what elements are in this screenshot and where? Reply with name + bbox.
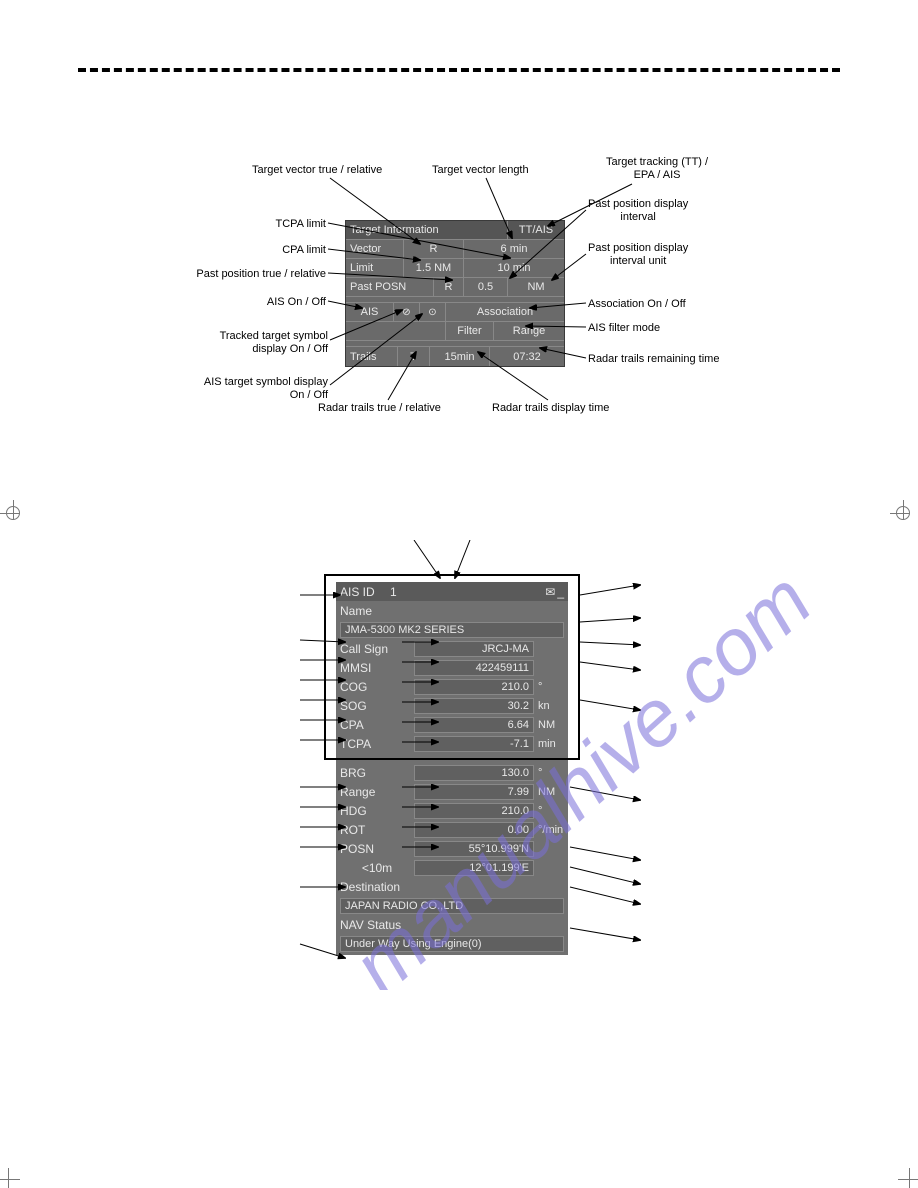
ais-target-symbol-icon[interactable]: ⊙ [420, 303, 446, 321]
cog-label: COG [340, 680, 414, 694]
cog-unit: ° [536, 681, 564, 693]
name-label: Name [340, 604, 414, 618]
callout-tcpa-limit: TCPA limit [236, 218, 326, 231]
callout-assoc-onoff: Association On / Off [588, 298, 686, 311]
crop-mark [890, 1160, 918, 1188]
callout-past-tr: Past position true / relative [156, 268, 326, 281]
crop-mark [0, 500, 28, 528]
past-posn-label: Past POSN [346, 278, 434, 296]
cog-value: 210.0 [414, 679, 534, 695]
ais-filter-label: Filter [446, 322, 494, 340]
callout-ais-sym: AIS target symbol display On / Off [148, 376, 328, 401]
range-label: Range [340, 785, 414, 799]
callout-trails-time: Radar trails display time [492, 402, 609, 415]
callout-tt-ais: Target tracking (TT) / EPA / AIS [606, 156, 708, 181]
destination-label: Destination [340, 880, 564, 894]
range-value: 7.99 [414, 784, 534, 800]
association-toggle[interactable]: Association [446, 303, 564, 321]
tcpa-limit[interactable]: 10 min [464, 259, 564, 277]
rot-label: ROT [340, 823, 414, 837]
posn-lon: 12°01.199'E [414, 860, 534, 876]
ais-id-value: 1 [375, 585, 405, 599]
trails-display-time[interactable]: 15min [430, 347, 490, 366]
crop-mark [0, 1160, 28, 1188]
callout-vector-len: Target vector length [432, 164, 529, 177]
crop-mark [890, 500, 918, 528]
tracked-target-symbol-icon[interactable]: ⊘ [394, 303, 420, 321]
range-unit: NM [536, 786, 564, 798]
brg-label: BRG [340, 766, 414, 780]
mmsi-label: MMSI [340, 661, 414, 675]
top-dashed-rule [78, 68, 840, 72]
trails-remaining-time: 07:32 [490, 347, 564, 366]
hdg-unit: ° [536, 805, 564, 817]
rot-value: 0.00 [414, 822, 534, 838]
nav-status-value: Under Way Using Engine(0) [340, 936, 564, 952]
vector-length[interactable]: 6 min [464, 240, 564, 258]
sog-label: SOG [340, 699, 414, 713]
mail-icon[interactable]: ✉ [545, 585, 555, 599]
rot-unit: °/min [536, 824, 564, 836]
ais-filter-mode[interactable]: Range [494, 322, 564, 340]
sog-value: 30.2 [414, 698, 534, 714]
callout-tracked-sym: Tracked target symbol display On / Off [168, 330, 328, 355]
tt-ais-button[interactable]: TT/AIS [508, 221, 564, 239]
ais-toggle[interactable]: AIS [346, 303, 394, 321]
past-posn-interval[interactable]: 0.5 [464, 278, 508, 296]
callsign-label: Call Sign [340, 642, 414, 656]
tcpa-label: TCPA [340, 737, 414, 751]
panel1-title: Target Information [346, 221, 508, 239]
callout-ais-filter: AIS filter mode [588, 322, 660, 335]
brg-value: 130.0 [414, 765, 534, 781]
trails-true-relative[interactable]: T [398, 347, 430, 366]
trails-label: Trails [346, 347, 398, 366]
nav-status-label: NAV Status [340, 918, 564, 932]
vector-label: Vector [346, 240, 404, 258]
ais-id-label: AIS ID [340, 585, 375, 599]
cpa-limit[interactable]: 1.5 NM [404, 259, 464, 277]
cpa-label: CPA [340, 718, 414, 732]
callsign-value: JRCJ-MA [414, 641, 534, 657]
callout-past-interval: Past position display interval [588, 198, 688, 223]
callout-past-unit: Past position display interval unit [588, 242, 688, 267]
brg-unit: ° [536, 767, 564, 779]
limit-label: Limit [346, 259, 404, 277]
callout-trails-tr: Radar trails true / relative [318, 402, 441, 415]
cpa-value: 6.64 [414, 717, 534, 733]
callout-vector-tr: Target vector true / relative [252, 164, 382, 177]
past-posn-true-relative[interactable]: R [434, 278, 464, 296]
name-value: JMA-5300 MK2 SERIES [340, 622, 564, 638]
posn-lat: 55°10.999'N [414, 841, 534, 857]
callout-trails-remain: Radar trails remaining time [588, 353, 719, 366]
vector-true-relative[interactable]: R [404, 240, 464, 258]
tcpa-unit: min [536, 738, 564, 750]
ais-detail-panel: AIS ID 1 ✉ _ Name JMA-5300 MK2 SERIES Ca… [336, 582, 568, 955]
callout-ais-onoff: AIS On / Off [226, 296, 326, 309]
tcpa-value: -7.1 [414, 736, 534, 752]
past-posn-unit[interactable]: NM [508, 278, 564, 296]
callout-cpa-limit: CPA limit [236, 244, 326, 257]
hdg-label: HDG [340, 804, 414, 818]
posn-accuracy: <10m [340, 861, 414, 875]
hdg-value: 210.0 [414, 803, 534, 819]
cpa-unit: NM [536, 719, 564, 731]
target-information-panel: Target Information TT/AIS Vector R 6 min… [345, 220, 565, 367]
sog-unit: kn [536, 700, 564, 712]
destination-value: JAPAN RADIO CO.,LTD [340, 898, 564, 914]
posn-label: POSN [340, 842, 414, 856]
mmsi-value: 422459111 [414, 660, 534, 676]
